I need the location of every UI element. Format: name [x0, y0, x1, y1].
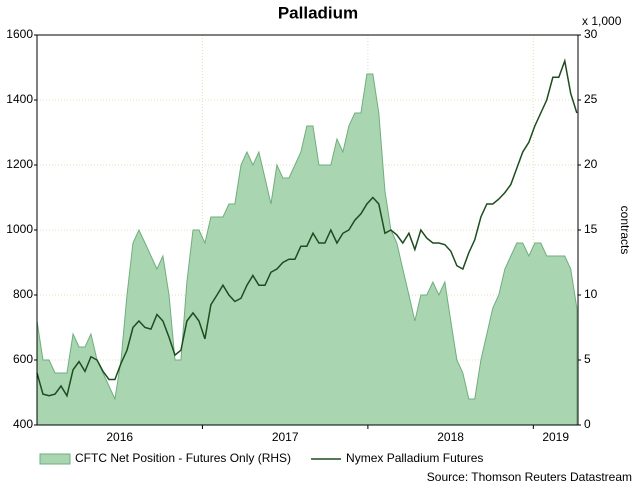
line — [36, 58, 578, 398]
legend-swatch — [39, 453, 71, 465]
x-tick-label: 2017 — [272, 430, 299, 444]
y-tick-label: 800 — [13, 287, 33, 301]
chart-title: Palladium — [278, 3, 358, 22]
y-tick-label: 1400 — [6, 92, 33, 106]
y2-tick-label: 15 — [584, 222, 598, 236]
y2-tick-label: 0 — [584, 417, 591, 431]
y-tick-label: 1600 — [6, 27, 33, 41]
y2-unit-label: x 1,000 — [582, 14, 622, 28]
y2-tick-label: 30 — [584, 27, 598, 41]
area — [36, 73, 578, 426]
source: Source: Thomson Reuters Datastream — [427, 470, 632, 484]
legend-label: CFTC Net Position - Futures Only (RHS) — [75, 451, 291, 465]
x-tick-label: 2018 — [437, 430, 464, 444]
y-tick-label: 400 — [13, 417, 33, 431]
y2-tick-label: 20 — [584, 157, 598, 171]
y2-axis-label: contracts — [618, 206, 632, 255]
y-tick-label: 1200 — [6, 157, 33, 171]
y2-tick-label: 5 — [584, 352, 591, 366]
y2-tick-label: 10 — [584, 287, 598, 301]
y-tick-label: 600 — [13, 352, 33, 366]
legend-label: Nymex Palladium Futures — [346, 451, 483, 465]
y2-tick-label: 25 — [584, 92, 598, 106]
x-tick-label: 2019 — [542, 430, 569, 444]
x-tick-label: 2016 — [106, 430, 133, 444]
plot-frame — [36, 34, 579, 426]
plot-data — [36, 58, 578, 426]
y-tick-label: 1000 — [6, 222, 33, 236]
